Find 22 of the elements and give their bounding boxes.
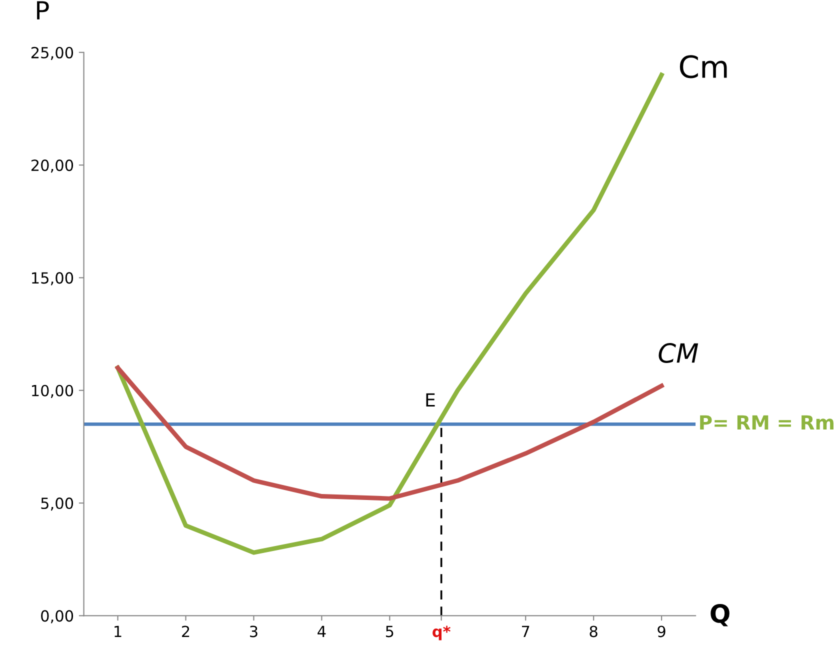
annotation: E: [426, 393, 435, 407]
x-tick-label: 1: [114, 626, 122, 638]
x-tick-label: 2: [182, 626, 190, 638]
line-series: [116, 366, 664, 501]
x-tick-label: 3: [250, 626, 258, 638]
series-label: CM: [658, 343, 698, 363]
x-tick-label: 9: [658, 626, 666, 638]
y-tick-label: 5,00: [41, 498, 74, 511]
x-tick-label: 7: [522, 626, 530, 638]
ref-line-label: P= RM = Rm: [700, 415, 834, 430]
x-tick-label: 5: [386, 626, 394, 638]
y-tick-label: 20,00: [31, 160, 74, 173]
y-tick-label: 0,00: [41, 610, 74, 624]
x-tick-label: 8: [590, 626, 598, 638]
y-tick-label: 25,00: [31, 46, 74, 60]
x-tick-label: q*: [432, 626, 450, 640]
series-label: Cm: [680, 55, 727, 78]
y-tick-label: 15,00: [32, 272, 74, 286]
y-axis-title: P: [37, 1, 49, 20]
y-tick-label: 10,00: [32, 384, 74, 398]
x-axis-title: Q: [710, 604, 730, 626]
x-tick-label: 4: [318, 626, 326, 638]
